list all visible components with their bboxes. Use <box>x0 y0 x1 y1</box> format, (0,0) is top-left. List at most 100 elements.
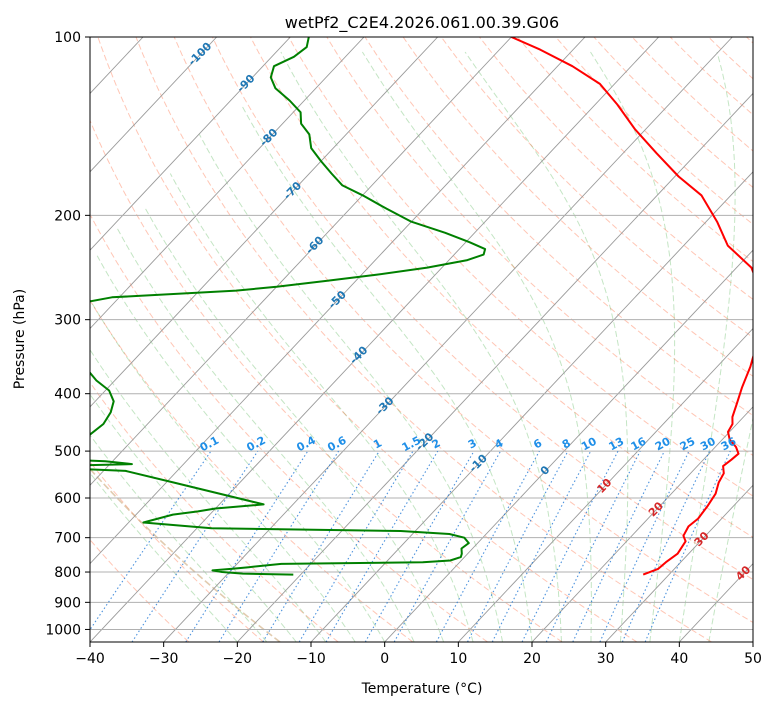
dry-adiabat-line <box>90 119 563 642</box>
y-axis-label: Pressure (hPa) <box>12 289 28 389</box>
isotherm-line <box>0 37 69 642</box>
y-tick-label: 200 <box>54 208 81 224</box>
mixing-ratio-line <box>599 450 690 642</box>
dry-adiabat-line <box>746 37 753 44</box>
mixing-ratio-line <box>262 450 380 642</box>
chart-title: wetPf2_C2E4.2026.061.00.39.G06 <box>285 13 559 33</box>
moist-adiabat-line <box>96 255 386 642</box>
mixing-ratio-line <box>325 450 439 642</box>
mixing-ratio-label: 36 <box>719 435 739 454</box>
dry-adiabat-line <box>90 299 414 642</box>
x-tick-label: −20 <box>223 651 253 667</box>
moist-adiabat-line <box>280 51 562 642</box>
dry-adiabat-line <box>517 37 753 263</box>
y-tick-label: 500 <box>54 444 81 460</box>
dry-adiabat-line <box>97 37 638 642</box>
isotherm-line <box>90 37 439 408</box>
mixing-ratio-label: 30 <box>698 435 718 454</box>
dry-adiabat-line <box>669 37 753 116</box>
dry-adiabat-line <box>211 37 753 581</box>
mixing-ratio-label: 4 <box>493 436 506 451</box>
mixing-ratio-line <box>185 450 309 642</box>
dry-adiabat-line <box>631 37 753 152</box>
reference-adiabat-line <box>90 467 281 642</box>
moist-adiabat-line <box>590 51 676 642</box>
dry-adiabat-line <box>364 37 753 417</box>
mixing-ratio-line <box>131 450 259 642</box>
mixing-ratio-label: 6 <box>531 436 544 451</box>
mixing-ratio-label: 16 <box>629 435 649 454</box>
isotherm-line <box>90 37 218 173</box>
x-tick-label: 20 <box>523 651 541 667</box>
mixing-ratio-line <box>572 450 665 642</box>
moist-adiabat-line <box>116 227 415 642</box>
x-tick-label: 10 <box>449 651 467 667</box>
mixing-ratio-line <box>621 450 711 642</box>
dry-adiabat-line <box>173 37 753 624</box>
y-tick-label: 800 <box>54 565 81 581</box>
x-tick-label: 40 <box>670 651 688 667</box>
y-tick-label: 700 <box>54 531 81 547</box>
dry-adiabat-line <box>326 37 753 457</box>
mixing-ratio-line <box>435 450 540 642</box>
dry-adiabat-line <box>90 460 264 642</box>
axes: −40 −30 −20 −10 0 10 20 30 40 50 100 200 300 400 500 60… <box>45 30 762 667</box>
dry-adiabat-line <box>402 37 753 377</box>
line-labels: -100-90-80-70-60-50-40-30-20-10 010203040… <box>186 39 754 583</box>
moist-adiabat-line <box>90 393 297 642</box>
y-tick-label: 300 <box>54 313 81 329</box>
isotherm-line <box>90 37 291 251</box>
mixing-ratio-label: 20 <box>653 435 673 454</box>
dry-adiabat-line <box>288 37 753 497</box>
dry-adiabat-line <box>250 37 753 538</box>
moist-adiabat-line <box>90 298 356 642</box>
dewpoint-profile-line <box>90 37 487 576</box>
mixing-ratio-label: 2 <box>430 436 443 451</box>
dry-adiabat-line <box>440 37 753 339</box>
x-tick-label: 50 <box>744 651 762 667</box>
mixing-ratio-line <box>90 450 212 631</box>
mixing-ratio-line <box>467 450 569 642</box>
isotherm-line <box>90 37 586 565</box>
dry-adiabat-line <box>479 37 753 300</box>
dry-adiabat-line <box>135 37 712 642</box>
dry-adiabat-line <box>593 37 753 189</box>
mixing-ratio-line <box>644 450 731 642</box>
dry-adiabat-line <box>708 37 753 80</box>
mixing-ratio-line <box>521 450 619 642</box>
x-tick-label: −10 <box>296 651 326 667</box>
isotherm-line <box>310 171 753 642</box>
mixing-ratio-line <box>393 450 502 642</box>
plot-area <box>0 37 753 642</box>
moist-adiabat-line <box>90 348 327 642</box>
x-tick-label: −30 <box>149 651 179 667</box>
isotherm-line <box>384 249 753 642</box>
moist-adiabat-line <box>90 472 238 642</box>
moist-adiabat-line <box>361 51 592 642</box>
y-tick-label: 1000 <box>45 622 81 638</box>
x-tick-label: 30 <box>597 651 615 667</box>
moist-adiabat-line <box>90 434 268 642</box>
isotherm-line <box>90 37 660 642</box>
isotherm-line <box>752 641 753 642</box>
dry-adiabat-line <box>555 37 753 225</box>
x-tick-label: −40 <box>75 651 105 667</box>
y-tick-label: 400 <box>54 387 81 403</box>
temperature-profile-line <box>510 37 753 576</box>
moist-adiabat-line <box>464 51 629 642</box>
dry-adiabat-line <box>90 539 190 642</box>
isotherm-line <box>237 92 753 642</box>
plot-frame <box>89 36 754 643</box>
x-tick-label: 0 <box>380 651 389 667</box>
moist-adiabat-line <box>708 416 753 642</box>
y-tick-label: 600 <box>54 491 81 507</box>
moist-adiabat-line <box>144 207 445 642</box>
moist-adiabat-line <box>678 51 736 642</box>
isotherm-line <box>605 484 753 642</box>
y-tick-label: 900 <box>54 595 81 611</box>
isotherm-line <box>90 37 512 486</box>
mixing-ratio-label: 10 <box>579 435 599 454</box>
moist-adiabat-line <box>169 173 474 642</box>
mixing-ratio-label: 13 <box>607 435 627 454</box>
